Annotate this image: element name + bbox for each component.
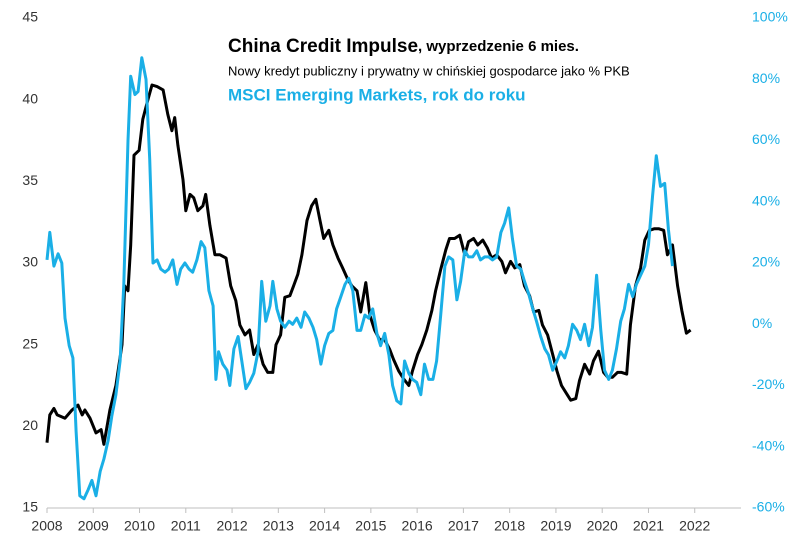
x-tick-label: 2021 [633, 518, 664, 534]
y-tick-label: 20 [22, 417, 38, 433]
y2-tick-label: 20% [752, 254, 780, 270]
x-tick-label: 2020 [587, 518, 618, 534]
x-tick-label: 2017 [448, 518, 479, 534]
y2-tick-label: 0% [752, 315, 772, 331]
y2-tick-label: 40% [752, 192, 780, 208]
y-tick-label: 30 [22, 254, 38, 270]
x-tick-label: 2022 [679, 518, 710, 534]
title-main: China Credit Impulse [228, 36, 418, 57]
y2-tick-label: 60% [752, 131, 780, 147]
x-tick-label: 2008 [31, 518, 62, 534]
y2-tick-label: 80% [752, 70, 780, 86]
x-tick-label: 2015 [355, 518, 386, 534]
y2-tick-label: -40% [752, 437, 785, 453]
legend-entry: MSCI Emerging Markets, rok do roku [228, 85, 526, 104]
x-tick-label: 2018 [494, 518, 525, 534]
x-tick-label: 2013 [263, 518, 294, 534]
x-tick-label: 2012 [216, 518, 247, 534]
x-tick-label: 2010 [124, 518, 155, 534]
y2-tick-label: -60% [752, 499, 785, 515]
y-tick-label: 15 [22, 499, 38, 515]
x-tick-label: 2016 [402, 518, 433, 534]
y2-tick-label: 100% [752, 9, 788, 25]
x-tick-label: 2014 [309, 518, 340, 534]
x-tick-label: 2011 [171, 518, 201, 534]
title-suffix: , wyprzedzenie 6 mies. [418, 38, 579, 55]
x-tick-label: 2009 [78, 518, 109, 534]
y-tick-label: 35 [22, 172, 38, 188]
x-tick-label: 2019 [540, 518, 571, 534]
y2-tick-label: -20% [752, 376, 785, 392]
series-line [45, 56, 674, 501]
subtitle: Nowy kredyt publiczny i prywatny w chińs… [228, 63, 630, 78]
chart-title: China Credit Impulse, wyprzedzenie 6 mie… [228, 36, 579, 57]
y-tick-label: 45 [22, 9, 38, 25]
y-tick-label: 25 [22, 335, 38, 351]
series-line [45, 83, 692, 446]
y-tick-label: 40 [22, 90, 38, 106]
